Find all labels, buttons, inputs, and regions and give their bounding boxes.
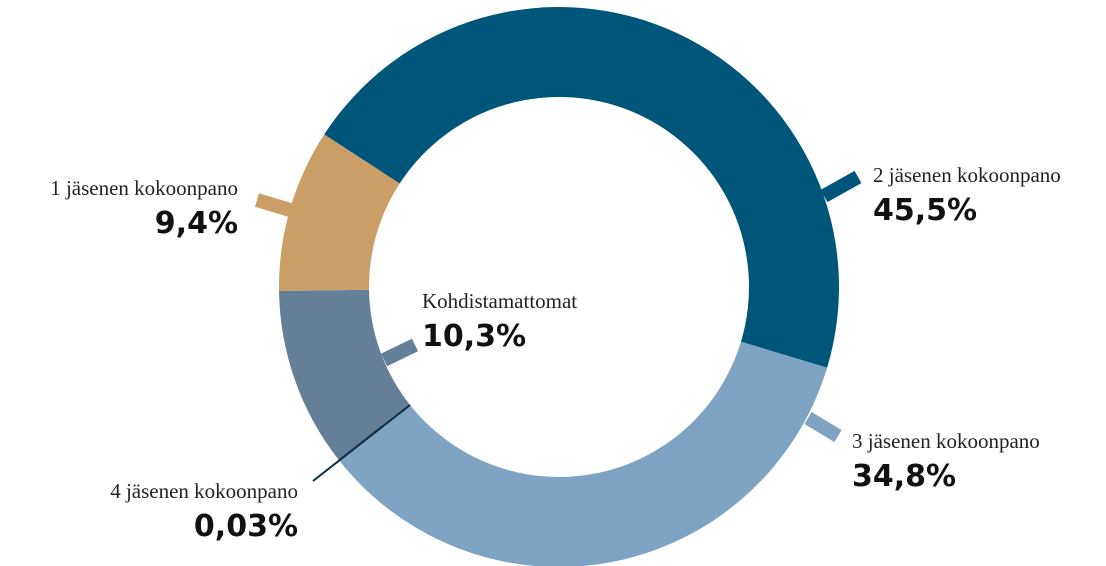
category-label: 1 jäsenen kokoonpano bbox=[50, 176, 238, 200]
category-label: 4 jäsenen kokoonpano bbox=[110, 479, 298, 503]
leader-line bbox=[820, 170, 862, 203]
donut-segment bbox=[338, 341, 828, 566]
value-label: 34,8% bbox=[852, 459, 956, 494]
leader-line bbox=[804, 411, 842, 443]
leader-line bbox=[254, 193, 293, 217]
donut-segment bbox=[324, 6, 840, 368]
leader-line bbox=[380, 338, 419, 367]
value-label: 0,03% bbox=[194, 509, 298, 544]
value-label: 45,5% bbox=[873, 193, 977, 228]
donut-segment bbox=[338, 403, 410, 460]
category-label: Kohdistamattomat bbox=[422, 289, 577, 313]
donut-segment bbox=[279, 134, 400, 292]
donut-segment bbox=[279, 289, 410, 459]
category-label: 2 jäsenen kokoonpano bbox=[873, 163, 1061, 187]
leader-line bbox=[312, 404, 411, 482]
value-label: 9,4% bbox=[155, 206, 238, 241]
value-label: 10,3% bbox=[422, 319, 526, 354]
category-label: 3 jäsenen kokoonpano bbox=[852, 429, 1040, 453]
